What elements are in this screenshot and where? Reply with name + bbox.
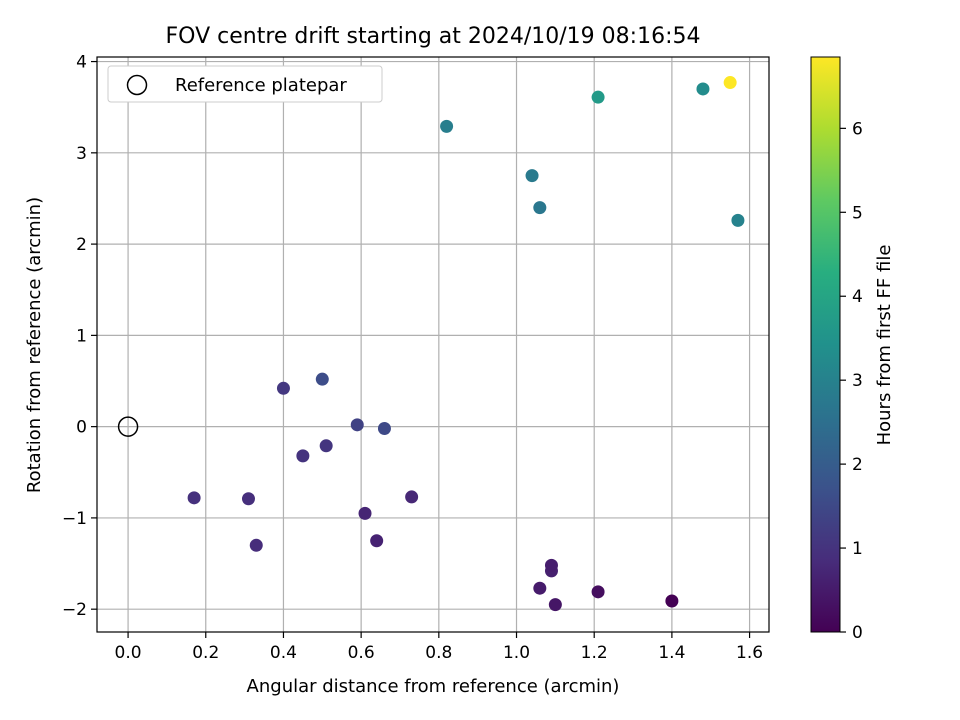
y-tick-label: 1 bbox=[76, 326, 87, 346]
data-point bbox=[440, 119, 454, 133]
data-point bbox=[319, 439, 333, 453]
data-point bbox=[241, 492, 255, 506]
legend-box bbox=[107, 65, 383, 103]
x-tick-label: 1.0 bbox=[503, 643, 530, 663]
data-point bbox=[405, 490, 419, 504]
legend-label: Reference platepar bbox=[175, 75, 347, 96]
chart-title: FOV centre drift starting at 2024/10/19 … bbox=[166, 24, 701, 49]
y-tick-label: 3 bbox=[76, 144, 87, 164]
data-point bbox=[723, 76, 737, 90]
legend: Reference platepar bbox=[107, 65, 383, 103]
y-axis-ticks: −2 −1 0 1 2 3 4 bbox=[62, 53, 97, 620]
data-point bbox=[370, 534, 384, 548]
data-point bbox=[533, 201, 547, 215]
data-point bbox=[187, 491, 201, 505]
colorbar-ticks: 0 1 2 3 4 5 6 bbox=[840, 119, 863, 643]
data-point bbox=[544, 558, 558, 572]
x-tick-label: 1.6 bbox=[736, 643, 763, 663]
y-tick-label: 4 bbox=[76, 53, 87, 73]
colorbar-tick-label: 6 bbox=[852, 119, 863, 139]
data-point bbox=[377, 421, 391, 435]
x-tick-label: 0.4 bbox=[270, 643, 297, 663]
data-point bbox=[276, 381, 290, 395]
x-tick-label: 0.6 bbox=[348, 643, 375, 663]
colorbar-tick-label: 4 bbox=[852, 287, 863, 307]
y-axis-label: Rotation from reference (arcmin) bbox=[24, 197, 45, 493]
plot-frame bbox=[96, 56, 770, 633]
data-point bbox=[548, 598, 562, 612]
colorbar-tick-label: 5 bbox=[852, 203, 863, 223]
data-point bbox=[350, 418, 364, 432]
data-point bbox=[249, 538, 263, 552]
colorbar-tick-label: 2 bbox=[852, 455, 863, 475]
data-point bbox=[591, 585, 605, 599]
data-point bbox=[731, 213, 745, 227]
grid bbox=[97, 57, 769, 632]
data-point bbox=[696, 82, 710, 96]
data-point bbox=[296, 449, 310, 463]
x-tick-label: 0.2 bbox=[192, 643, 219, 663]
y-tick-label: 0 bbox=[76, 418, 87, 438]
y-tick-label: 2 bbox=[76, 235, 87, 255]
data-points bbox=[117, 76, 745, 612]
y-tick-label: −2 bbox=[62, 600, 87, 620]
data-point bbox=[533, 581, 547, 595]
x-tick-label: 1.4 bbox=[658, 643, 685, 663]
x-tick-label: 0.8 bbox=[425, 643, 452, 663]
reference-platepar-marker bbox=[117, 416, 139, 437]
data-point bbox=[665, 594, 679, 608]
x-axis-ticks: 0.0 0.2 0.4 0.6 0.8 1.0 1.2 1.4 1.6 bbox=[115, 632, 763, 663]
data-point bbox=[525, 169, 539, 183]
colorbar-tick-label: 1 bbox=[852, 539, 863, 559]
colorbar-tick-label: 3 bbox=[852, 371, 863, 391]
y-tick-label: −1 bbox=[62, 509, 87, 529]
data-point bbox=[358, 506, 372, 520]
colorbar-label: Hours from first FF file bbox=[874, 245, 895, 446]
x-tick-label: 0.0 bbox=[115, 643, 142, 663]
x-axis-label: Angular distance from reference (arcmin) bbox=[247, 676, 620, 697]
legend-reference-marker bbox=[126, 74, 148, 96]
x-tick-label: 1.2 bbox=[581, 643, 608, 663]
colorbar-gradient bbox=[810, 56, 841, 633]
colorbar: 0 1 2 3 4 5 6 Hours from first FF file bbox=[810, 56, 895, 643]
data-point bbox=[591, 90, 605, 104]
data-point bbox=[315, 372, 329, 386]
colorbar-tick-label: 0 bbox=[852, 623, 863, 643]
